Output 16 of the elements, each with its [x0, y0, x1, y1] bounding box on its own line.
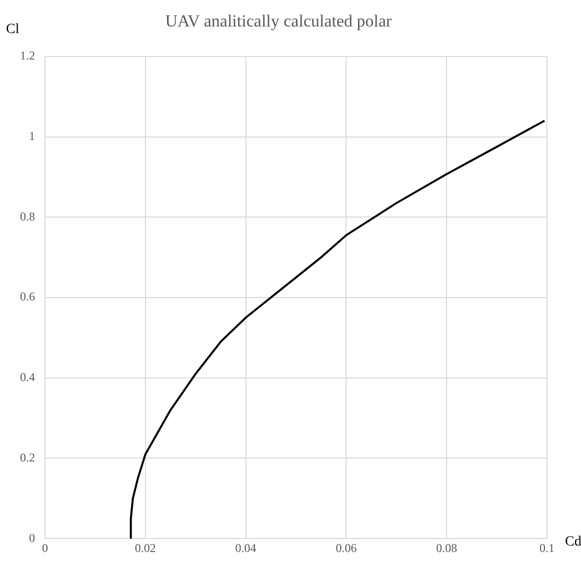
y-tick-label: 0.8 [20, 209, 35, 224]
y-tick-label: 0.4 [20, 370, 35, 384]
x-tick-label: 0.1 [540, 540, 554, 555]
chart-title: UAV analitically calculated polar [165, 12, 392, 31]
y-tick-label: 1 [29, 128, 35, 143]
x-tick-label: 0.08 [436, 540, 458, 555]
x-tick-label: 0.04 [235, 540, 256, 555]
y-tick-label: 1.2 [20, 48, 35, 63]
y-tick-label: 0 [29, 530, 35, 545]
x-tick-label: 0 [42, 540, 48, 555]
x-tick-label: 0.02 [134, 540, 156, 555]
x-tick-label: 0.06 [336, 540, 357, 555]
y-tick-label: 0.2 [20, 450, 35, 464]
y-tick-label: 0.6 [20, 290, 35, 304]
x-axis-title: Cd [565, 534, 581, 550]
y-axis-title: Cl [6, 22, 20, 38]
